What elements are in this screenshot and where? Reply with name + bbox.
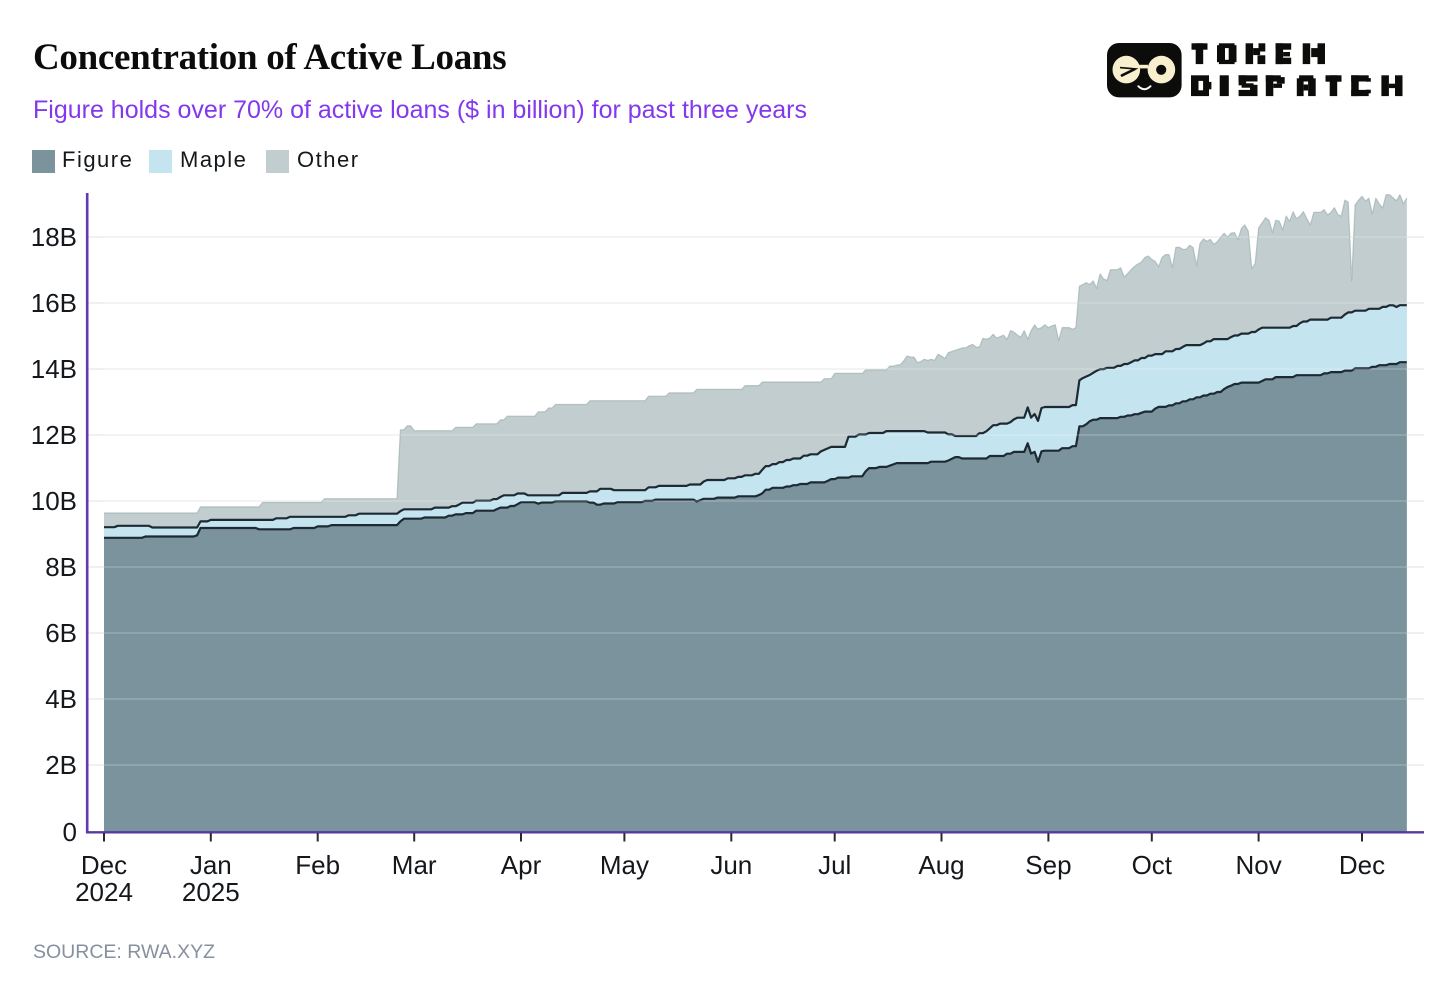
- svg-text:Aug: Aug: [918, 850, 964, 880]
- svg-text:Sep: Sep: [1025, 850, 1071, 880]
- svg-text:Nov: Nov: [1235, 850, 1281, 880]
- svg-text:4B: 4B: [45, 684, 77, 714]
- svg-text:2025: 2025: [182, 877, 240, 907]
- svg-text:2B: 2B: [45, 750, 77, 780]
- svg-text:10B: 10B: [31, 486, 77, 516]
- svg-text:0: 0: [63, 817, 77, 847]
- svg-text:6B: 6B: [45, 618, 77, 648]
- svg-text:16B: 16B: [31, 288, 77, 318]
- svg-text:Mar: Mar: [392, 850, 437, 880]
- svg-text:8B: 8B: [45, 552, 77, 582]
- svg-text:May: May: [600, 850, 649, 880]
- svg-text:Dec: Dec: [1339, 850, 1385, 880]
- svg-text:18B: 18B: [31, 222, 77, 252]
- svg-text:12B: 12B: [31, 420, 77, 450]
- svg-text:Feb: Feb: [295, 850, 340, 880]
- svg-text:Oct: Oct: [1132, 850, 1173, 880]
- svg-text:Jan: Jan: [190, 850, 232, 880]
- svg-text:Jun: Jun: [710, 850, 752, 880]
- svg-text:Dec: Dec: [81, 850, 127, 880]
- svg-text:2024: 2024: [75, 877, 133, 907]
- svg-text:Jul: Jul: [818, 850, 851, 880]
- svg-text:14B: 14B: [31, 354, 77, 384]
- svg-text:Apr: Apr: [501, 850, 542, 880]
